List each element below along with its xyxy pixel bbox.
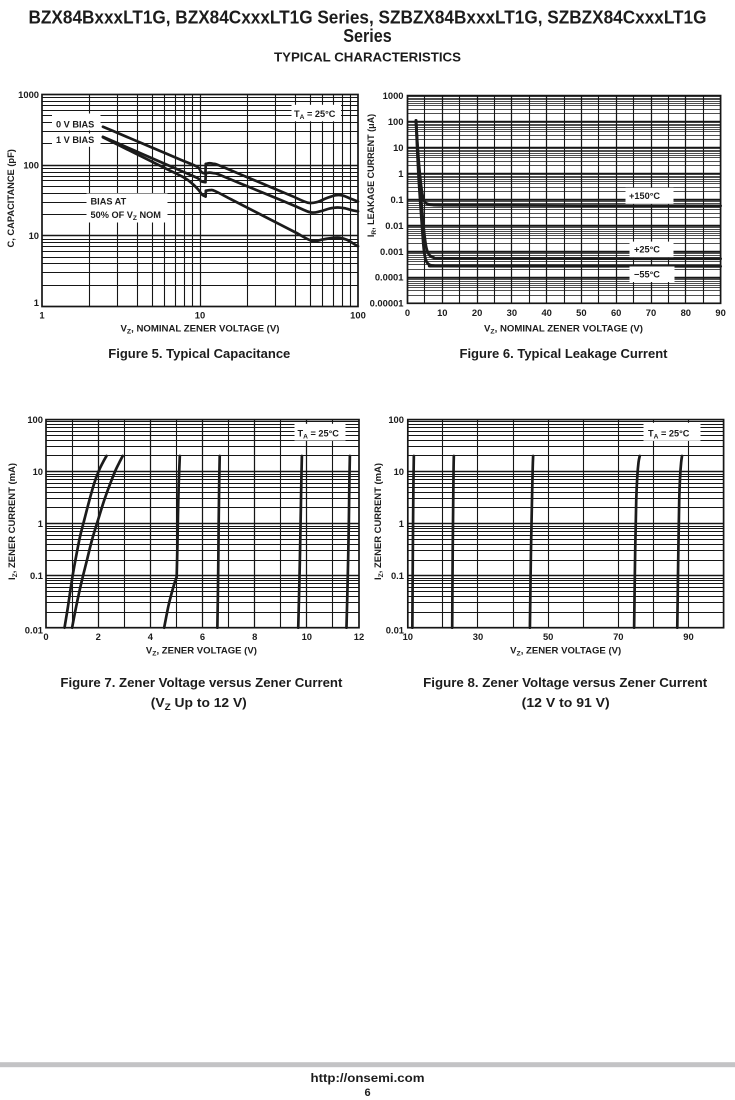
svg-text:(12 V to 91 V): (12 V to 91 V)	[522, 695, 610, 710]
svg-text:10: 10	[29, 230, 39, 241]
svg-text:50: 50	[543, 631, 553, 642]
svg-text:Series: Series	[343, 26, 392, 46]
svg-text:2: 2	[96, 631, 101, 642]
svg-text:0.1: 0.1	[390, 194, 403, 205]
svg-text:IR​, LEAKAGE CURRENT (μA): IR​, LEAKAGE CURRENT (μA)	[366, 114, 378, 237]
svg-text:12: 12	[354, 631, 364, 642]
svg-text:Figure 7. Zener Voltage versus: Figure 7. Zener Voltage versus Zener Cur…	[60, 675, 343, 690]
svg-text:TA​ = 25°C: TA​ = 25°C	[294, 109, 336, 121]
svg-text:VZ​, ZENER VOLTAGE (V): VZ​, ZENER VOLTAGE (V)	[510, 646, 621, 658]
svg-text:30: 30	[473, 631, 483, 642]
svg-text:8: 8	[252, 631, 257, 642]
svg-text:0: 0	[43, 631, 48, 642]
svg-text:4: 4	[148, 631, 154, 642]
svg-text:1: 1	[38, 518, 43, 529]
svg-text:IZ​, ZENER CURRENT (mA): IZ​, ZENER CURRENT (mA)	[373, 463, 385, 580]
svg-text:(VZ​ Up to 12 V): (VZ​ Up to 12 V)	[151, 695, 247, 712]
svg-text:TYPICAL CHARACTERISTICS: TYPICAL CHARACTERISTICS	[274, 51, 461, 65]
svg-text:Figure 6. Typical Leakage Curr: Figure 6. Typical Leakage Current	[460, 346, 669, 361]
svg-text:0.1: 0.1	[30, 570, 43, 581]
svg-text:1000: 1000	[383, 90, 404, 101]
svg-text:1 V BIAS: 1 V BIAS	[56, 135, 94, 145]
svg-text:C, CAPACITANCE (pF): C, CAPACITANCE (pF)	[6, 149, 17, 247]
svg-text:100: 100	[23, 160, 39, 171]
svg-text:BZX84BxxxLT1G, BZX84CxxxLT1G S: BZX84BxxxLT1G, BZX84CxxxLT1G Series, SZB…	[29, 8, 707, 28]
svg-text:90: 90	[683, 631, 693, 642]
svg-text:90: 90	[715, 307, 725, 318]
svg-text:10: 10	[195, 310, 205, 321]
svg-text:1: 1	[399, 518, 404, 529]
svg-text:50: 50	[576, 307, 586, 318]
svg-text:IZ​, ZENER CURRENT (mA): IZ​, ZENER CURRENT (mA)	[7, 463, 19, 580]
svg-text:100: 100	[350, 310, 366, 321]
svg-text:10: 10	[33, 466, 43, 477]
svg-text:10: 10	[302, 631, 312, 642]
svg-text:0.00001: 0.00001	[370, 298, 404, 309]
svg-text:6: 6	[200, 631, 205, 642]
svg-text:100: 100	[388, 116, 404, 127]
svg-text:0.01: 0.01	[25, 625, 43, 636]
svg-text:TA​ = 25°C: TA​ = 25°C	[648, 428, 690, 440]
svg-text:VZ​, NOMINAL ZENER VOLTAGE (V): VZ​, NOMINAL ZENER VOLTAGE (V)	[121, 324, 280, 336]
svg-text:70: 70	[646, 307, 656, 318]
svg-text:0.0001: 0.0001	[375, 272, 404, 283]
svg-text:+150°C: +150°C	[629, 191, 660, 201]
svg-text:Figure 5. Typical Capacitance: Figure 5. Typical Capacitance	[108, 346, 290, 361]
svg-text:10: 10	[394, 466, 404, 477]
svg-text:6: 6	[364, 1087, 370, 1099]
svg-text:30: 30	[507, 307, 517, 318]
svg-text:50% OF VZ​ NOM: 50% OF VZ​ NOM	[91, 210, 162, 222]
svg-text:1: 1	[398, 168, 403, 179]
svg-text:1000: 1000	[18, 89, 39, 100]
svg-text:BIAS AT: BIAS AT	[91, 196, 127, 206]
svg-text:VZ​, NOMINAL ZENER VOLTAGE (V): VZ​, NOMINAL ZENER VOLTAGE (V)	[484, 324, 643, 336]
svg-text:100: 100	[388, 414, 404, 425]
svg-text:0.001: 0.001	[380, 246, 403, 257]
svg-text:VZ​, ZENER VOLTAGE (V): VZ​, ZENER VOLTAGE (V)	[146, 646, 257, 658]
svg-text:100: 100	[27, 414, 43, 425]
svg-text:TA​ = 25°C: TA​ = 25°C	[298, 428, 340, 440]
svg-text:Figure 8. Zener Voltage versus: Figure 8. Zener Voltage versus Zener Cur…	[423, 675, 708, 690]
svg-text:−55°C: −55°C	[634, 270, 660, 280]
svg-text:10: 10	[393, 142, 403, 153]
svg-text:0.01: 0.01	[386, 625, 404, 636]
svg-text:10: 10	[403, 631, 413, 642]
svg-text:0 V BIAS: 0 V BIAS	[56, 119, 94, 129]
svg-text:80: 80	[681, 307, 691, 318]
svg-text:70: 70	[613, 631, 623, 642]
svg-text:+25°C: +25°C	[634, 245, 660, 255]
svg-text:1: 1	[39, 310, 44, 321]
svg-text:20: 20	[472, 307, 482, 318]
svg-text:0: 0	[405, 307, 410, 318]
svg-text:60: 60	[611, 307, 621, 318]
svg-text:40: 40	[541, 307, 551, 318]
svg-text:0.01: 0.01	[385, 220, 403, 231]
svg-text:http://onsemi.com: http://onsemi.com	[311, 1073, 425, 1085]
svg-text:1: 1	[34, 297, 39, 308]
svg-text:0.1: 0.1	[391, 570, 404, 581]
svg-text:10: 10	[437, 307, 447, 318]
